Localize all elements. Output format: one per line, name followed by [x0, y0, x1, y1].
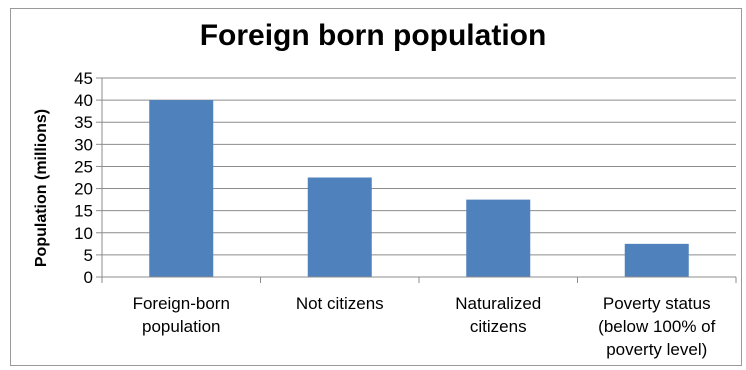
- bar: [624, 243, 689, 277]
- category-labels: Foreign-born population Not citizens Natura…: [133, 294, 716, 359]
- y-tick-label: 45: [74, 69, 93, 88]
- bars: [149, 100, 689, 277]
- bar: [307, 177, 372, 277]
- y-tick-label: 15: [74, 202, 93, 221]
- y-tick-label: 5: [84, 246, 93, 265]
- x-category-label-line: poverty level): [606, 340, 707, 359]
- x-category-label: Not citizens: [296, 294, 384, 313]
- chart-title: Foreign born population: [199, 19, 547, 52]
- y-tick-label: 35: [74, 113, 93, 132]
- y-tick-labels: 0 5 10 15 20 25 30 35 40 45: [74, 69, 93, 287]
- x-category-label-line: Poverty status: [603, 294, 711, 313]
- axes: [96, 77, 737, 283]
- x-category-label-line: citizens: [470, 317, 527, 336]
- x-category-label-line: population: [142, 317, 220, 336]
- x-category-label: Poverty status (below 100% of poverty leve…: [598, 294, 715, 359]
- y-tick-label: 30: [74, 135, 93, 154]
- x-category-label-line: Foreign-born: [133, 294, 230, 313]
- y-tick-label: 20: [74, 180, 93, 199]
- x-category-label: Naturalized citizens: [455, 294, 541, 336]
- chart-frame: [10, 8, 742, 366]
- y-tick-label: 0: [84, 268, 93, 287]
- bar: [149, 100, 214, 277]
- x-category-label-line: Naturalized: [455, 294, 541, 313]
- x-category-label: Foreign-born population: [133, 294, 230, 336]
- y-tick-label: 25: [74, 157, 93, 176]
- y-tick-label: 10: [74, 224, 93, 243]
- x-category-label-line: Not citizens: [296, 294, 384, 313]
- bar: [466, 199, 531, 277]
- y-axis-title: Population (millions): [33, 109, 50, 267]
- x-category-label-line: (below 100% of: [598, 317, 715, 336]
- y-tick-label: 40: [74, 91, 93, 110]
